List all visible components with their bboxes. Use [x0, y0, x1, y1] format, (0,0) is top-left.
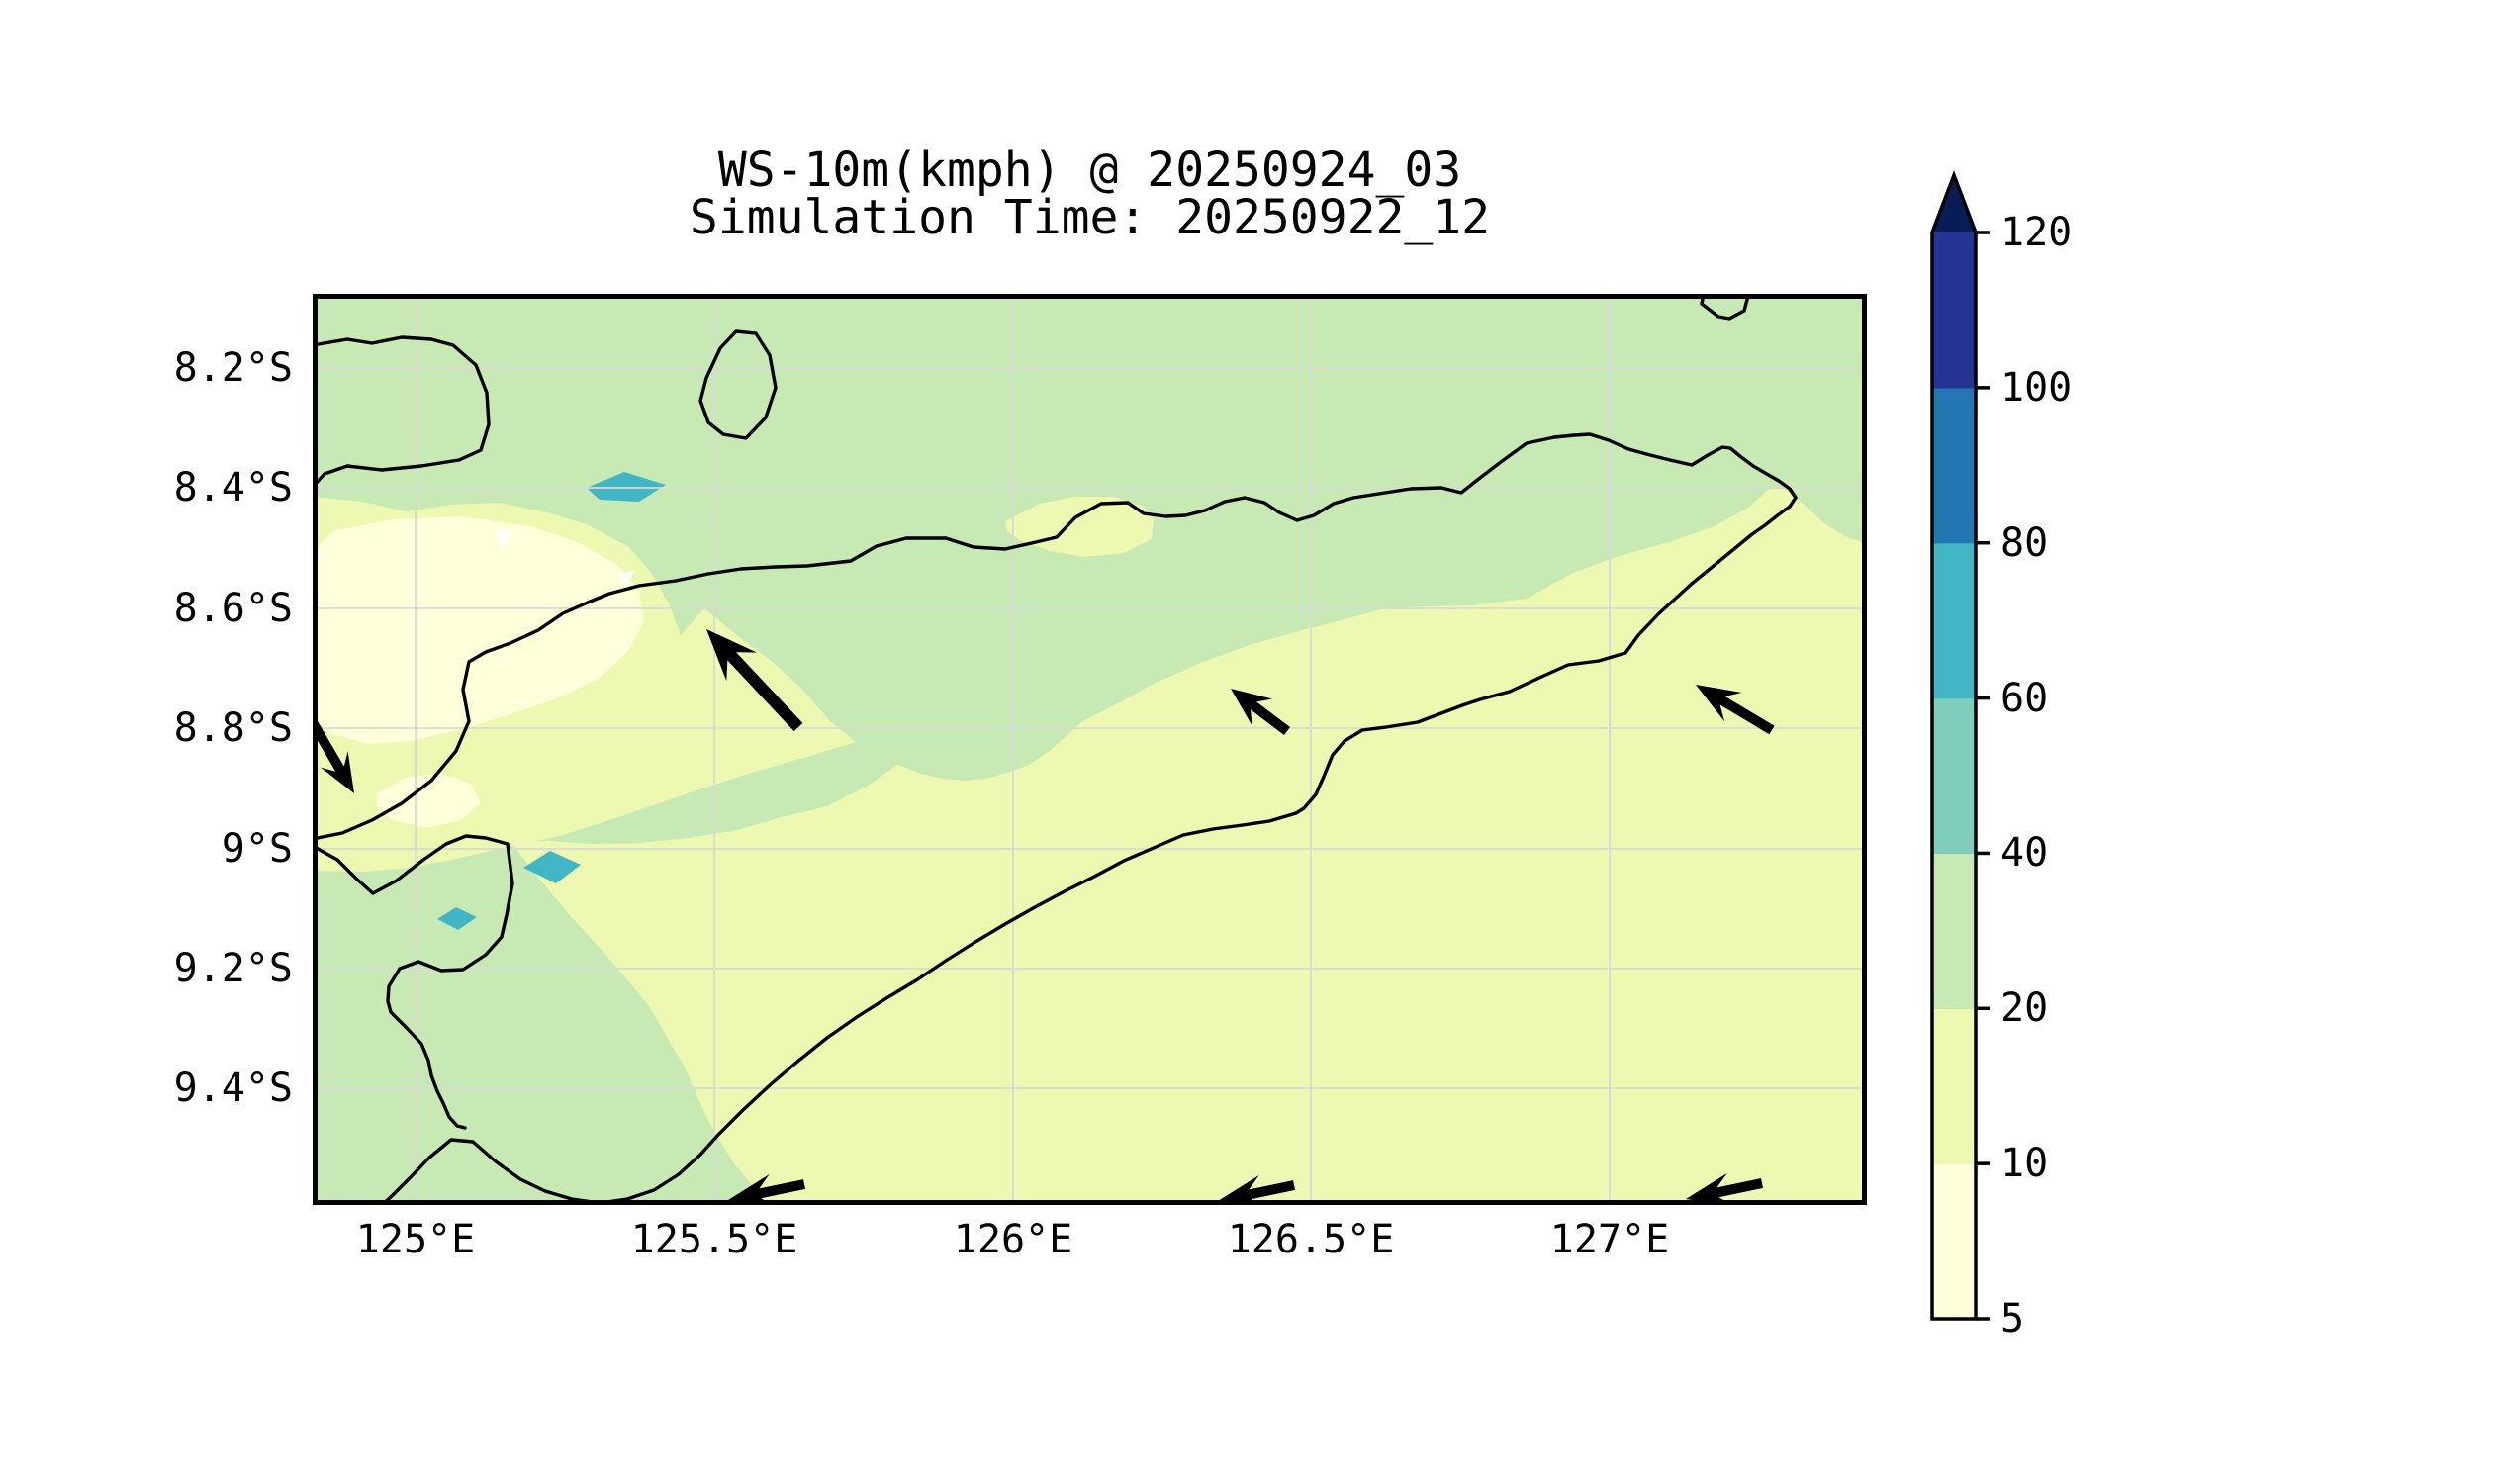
colorbar-graphic [1930, 170, 1990, 1321]
white-below-5-spot-1 [494, 530, 511, 548]
colorbar-segment [1932, 697, 1976, 855]
colorbar-tick-label: 120 [2000, 210, 2073, 255]
colorbar-segment [1932, 853, 1976, 1009]
x-tick-label: 127°E [1549, 1217, 1670, 1262]
timor-island-coast [313, 432, 1798, 1205]
x-tick-label: 125°E [355, 1217, 476, 1262]
colorbar-tick-label: 5 [2000, 1296, 2025, 1342]
colorbar-segment [1932, 387, 1976, 544]
x-tick-label: 125.5°E [630, 1217, 798, 1262]
kisar-island-coast [1700, 294, 1750, 321]
x-tick-label: 126.5°E [1227, 1217, 1395, 1262]
x-tick-label: 126°E [953, 1217, 1073, 1262]
colorbar-segment [1932, 232, 1976, 389]
colorbar [1919, 158, 2137, 1365]
map-frame [313, 294, 1867, 1205]
colorbar-tick-label: 100 [2000, 364, 2073, 411]
y-tick-label: 8.8°S [173, 705, 293, 751]
y-tick-label: 9.2°S [173, 946, 293, 991]
y-tick-label: 8.4°S [173, 465, 293, 510]
contour-map [313, 294, 1867, 1205]
yellow-island-southeast [510, 488, 1867, 1205]
colorbar-tick-label: 60 [2000, 675, 2049, 721]
colorbar-segment [1932, 542, 1976, 699]
chart-title: WS-10m(kmph) @ 20250924_03 [717, 142, 1462, 198]
colorbar-tick-label: 20 [2000, 985, 2049, 1032]
y-tick-label: 9°S [221, 826, 293, 872]
colorbar-extend-triangle [1932, 175, 1976, 232]
quiver-center-big-wind-arrow-icon [706, 629, 803, 732]
colorbar-tick-label: 10 [2000, 1141, 2049, 1187]
colorbar-tick-label: 80 [2000, 519, 2049, 566]
alor-island-coast [313, 335, 491, 489]
atauro-island-coast [698, 329, 778, 440]
quiver-east-wind-arrow-icon [1696, 685, 1775, 735]
map-plot-area [313, 294, 1867, 1205]
y-tick-label: 8.2°S [173, 345, 293, 391]
teal-diamond-1 [587, 472, 666, 502]
quiver-center-east-wind-arrow-icon [1231, 689, 1290, 735]
pale-5-10-blob-large [313, 516, 644, 744]
colorbar-segment [1932, 1008, 1976, 1164]
white-below-5-spot-2 [617, 571, 634, 588]
teal-diamond-2 [523, 851, 581, 883]
west-border-line [313, 834, 514, 1130]
pale-5-10-blob-small [377, 774, 481, 828]
colorbar-frame [1930, 170, 1978, 1321]
quiver-west-edge-wind-arrow-icon [313, 712, 354, 793]
y-tick-label: 9.4°S [173, 1066, 293, 1111]
colorbar-tick-label: 40 [2000, 830, 2049, 877]
quiver-bottom-2-wind-arrow-icon [1218, 1175, 1295, 1205]
y-tick-label: 8.6°S [173, 586, 293, 631]
quiver-bottom-3-wind-arrow-icon [1686, 1173, 1763, 1205]
teal-diamond-3 [437, 907, 477, 930]
colorbar-segment [1932, 1163, 1976, 1320]
quiver-bottom-1-wind-arrow-icon [728, 1174, 805, 1205]
chart-subtitle: Simulation Time: 20250922_12 [689, 190, 1491, 245]
